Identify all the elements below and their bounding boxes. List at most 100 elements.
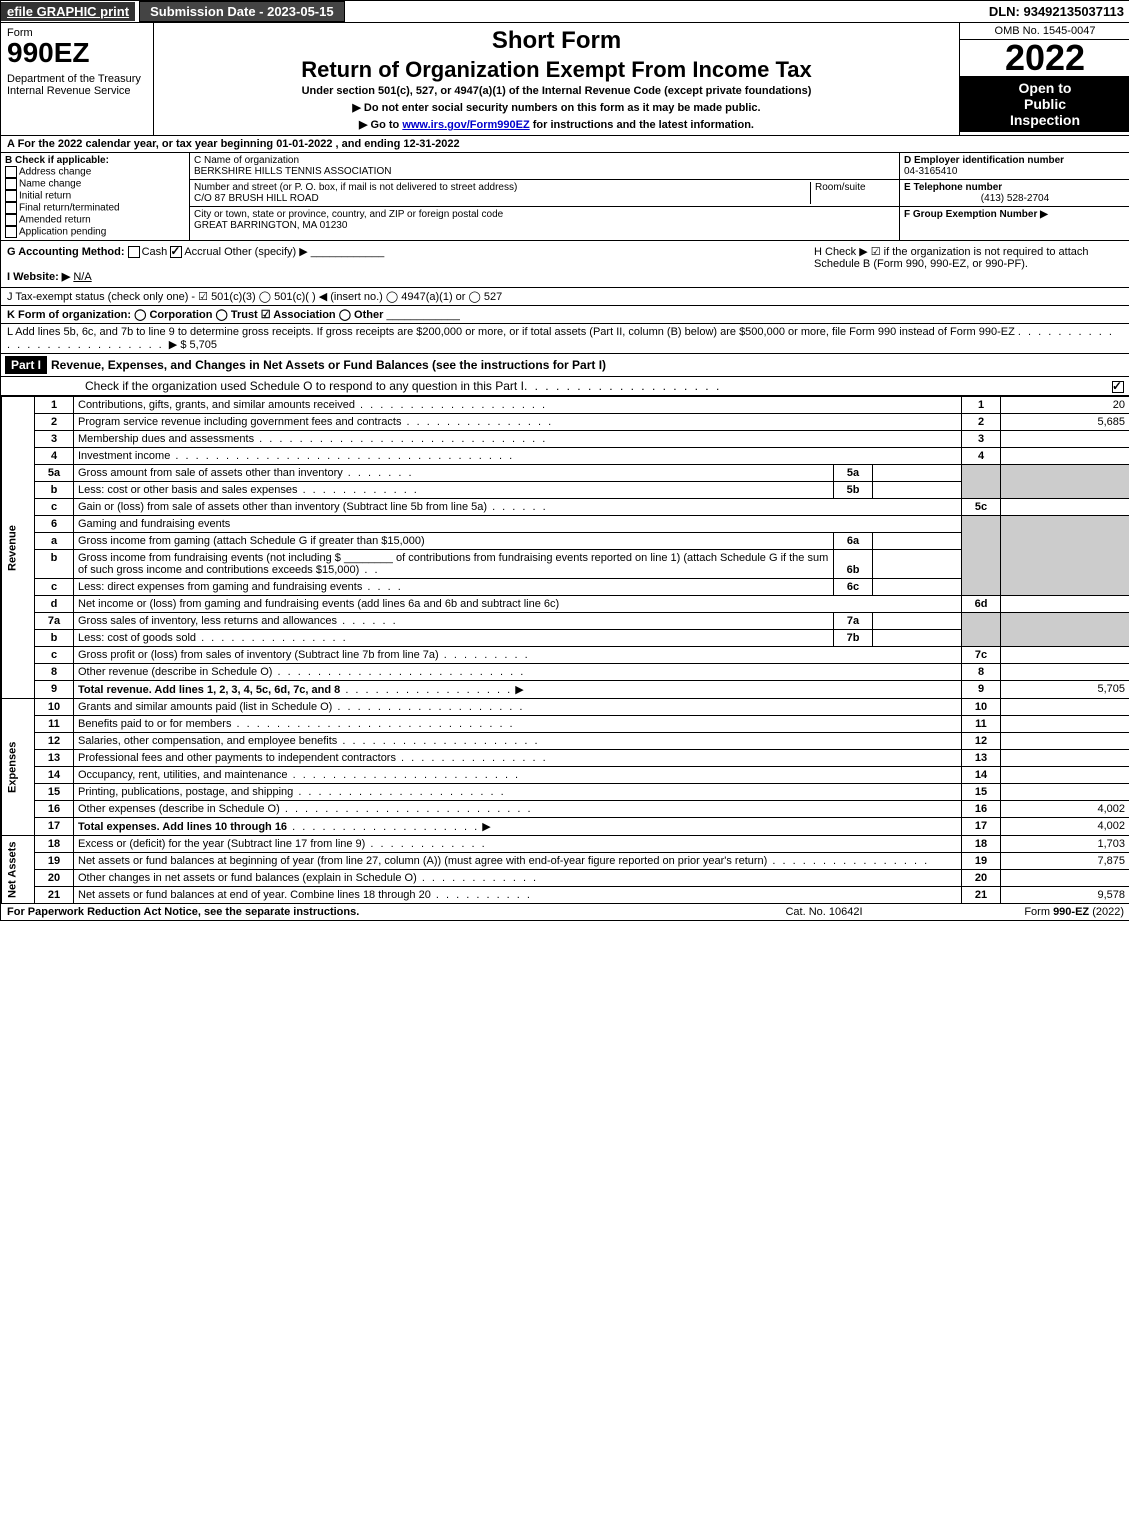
l7-shaded2 (1001, 613, 1129, 647)
l7b-ibox: 7b (834, 630, 873, 647)
l17-val: 4,002 (1001, 818, 1129, 836)
l7c-num: c (35, 647, 74, 664)
line-l-arrow: ▶ $ (169, 339, 187, 351)
l17-desc: Total expenses. Add lines 10 through 16 (78, 821, 287, 833)
l19-desc: Net assets or fund balances at beginning… (78, 855, 767, 867)
line-g: G Accounting Method: Cash Accrual Other … (1, 241, 808, 287)
l11-desc: Benefits paid to or for members (78, 718, 231, 730)
line-j: J Tax-exempt status (check only one) - ☑… (1, 288, 1129, 306)
goto-post: for instructions and the latest informat… (530, 119, 754, 131)
l5c-val (1001, 499, 1129, 516)
l18-val: 1,703 (1001, 836, 1129, 853)
l3-box: 3 (962, 431, 1001, 448)
part1-check-text: Check if the organization used Schedule … (85, 379, 524, 393)
l17-num: 17 (35, 818, 74, 836)
city: GREAT BARRINGTON, MA 01230 (194, 220, 347, 231)
l11-box: 11 (962, 716, 1001, 733)
l19-num: 19 (35, 853, 74, 870)
ein-label: D Employer identification number (904, 155, 1064, 166)
l14-num: 14 (35, 767, 74, 784)
label-other: Other (specify) ▶ (224, 246, 308, 258)
checkbox-initial-return[interactable] (5, 190, 17, 202)
header-right: OMB No. 1545-0047 2022 Open to Public In… (959, 23, 1129, 135)
line-g-label: G Accounting Method: (7, 246, 125, 258)
room-label: Room/suite (815, 182, 866, 193)
l11-val (1001, 716, 1129, 733)
line-j-text: J Tax-exempt status (check only one) - ☑… (7, 291, 502, 303)
l7b-num: b (35, 630, 74, 647)
l7-shaded (962, 613, 1001, 647)
line-l-val: 5,705 (190, 339, 218, 351)
footer: For Paperwork Reduction Act Notice, see … (1, 904, 1129, 920)
open-line3: Inspection (964, 112, 1126, 128)
l5b-ival (873, 482, 962, 499)
l7c-desc: Gross profit or (loss) from sales of inv… (78, 649, 439, 661)
l18-num: 18 (35, 836, 74, 853)
l13-desc: Professional fees and other payments to … (78, 752, 396, 764)
label-address-change: Address change (19, 167, 91, 178)
footer-right-pre: Form (1024, 906, 1053, 918)
goto-instructions: ▶ Go to www.irs.gov/Form990EZ for instru… (160, 118, 953, 131)
l21-num: 21 (35, 887, 74, 904)
col-b-heading: B Check if applicable: (5, 155, 109, 166)
l10-val (1001, 699, 1129, 716)
checkbox-cash[interactable] (128, 246, 140, 258)
dln: DLN: 93492135037113 (983, 2, 1129, 21)
checkbox-schedule-o[interactable] (1112, 381, 1124, 393)
efile-link[interactable]: efile GRAPHIC print (1, 2, 135, 21)
section-netassets: Net Assets (2, 836, 35, 904)
checkbox-name-change[interactable] (5, 178, 17, 190)
l5b-ibox: 5b (834, 482, 873, 499)
l7a-num: 7a (35, 613, 74, 630)
goto-link[interactable]: www.irs.gov/Form990EZ (402, 119, 529, 131)
l21-desc: Net assets or fund balances at end of ye… (78, 889, 431, 901)
l6-desc: Gaming and fundraising events (74, 516, 962, 533)
form-container: efile GRAPHIC print Submission Date - 20… (0, 0, 1129, 921)
form-number: 990EZ (7, 39, 147, 67)
l6d-val (1001, 596, 1129, 613)
label-cash: Cash (142, 246, 168, 258)
line-i-label: I Website: ▶ (7, 271, 70, 283)
l4-val (1001, 448, 1129, 465)
tel-label: E Telephone number (904, 182, 1002, 193)
l7b-desc: Less: cost of goods sold (78, 632, 196, 644)
line-k: K Form of organization: ◯ Corporation ◯ … (1, 306, 1129, 324)
submission-date: Submission Date - 2023-05-15 (139, 1, 345, 22)
l4-box: 4 (962, 448, 1001, 465)
l4-desc: Investment income (78, 450, 170, 462)
info-block: B Check if applicable: Address change Na… (1, 153, 1129, 241)
ein: 04-3165410 (904, 166, 957, 177)
l7c-val (1001, 647, 1129, 664)
l13-val (1001, 750, 1129, 767)
l10-box: 10 (962, 699, 1001, 716)
l6a-num: a (35, 533, 74, 550)
l19-box: 19 (962, 853, 1001, 870)
line-a-text: A For the 2022 calendar year, or tax yea… (7, 138, 460, 150)
l5a-desc: Gross amount from sale of assets other t… (78, 467, 343, 479)
label-initial-return: Initial return (19, 191, 71, 202)
checkbox-accrual[interactable] (170, 246, 182, 258)
checkbox-amended-return[interactable] (5, 214, 17, 226)
l16-desc: Other expenses (describe in Schedule O) (78, 803, 280, 815)
l6d-box: 6d (962, 596, 1001, 613)
l2-desc: Program service revenue including govern… (78, 416, 401, 428)
l16-box: 16 (962, 801, 1001, 818)
ssn-warning: ▶ Do not enter social security numbers o… (160, 101, 953, 114)
column-c: C Name of organization BERKSHIRE HILLS T… (190, 153, 900, 240)
checkbox-final-return[interactable] (5, 202, 17, 214)
l2-box: 2 (962, 414, 1001, 431)
l2-val: 5,685 (1001, 414, 1129, 431)
city-label: City or town, state or province, country… (194, 209, 503, 220)
l14-val (1001, 767, 1129, 784)
l5b-desc: Less: cost or other basis and sales expe… (78, 484, 298, 496)
checkbox-application-pending[interactable] (5, 226, 17, 238)
goto-pre: ▶ Go to (359, 119, 402, 131)
tel: (413) 528-2704 (904, 193, 1126, 204)
l19-val: 7,875 (1001, 853, 1129, 870)
l7a-ival (873, 613, 962, 630)
checkbox-address-change[interactable] (5, 166, 17, 178)
group-label: F Group Exemption Number ▶ (904, 209, 1048, 220)
l12-desc: Salaries, other compensation, and employ… (78, 735, 337, 747)
footer-right-form: 990-EZ (1053, 906, 1089, 918)
tax-year: 2022 (960, 40, 1129, 76)
